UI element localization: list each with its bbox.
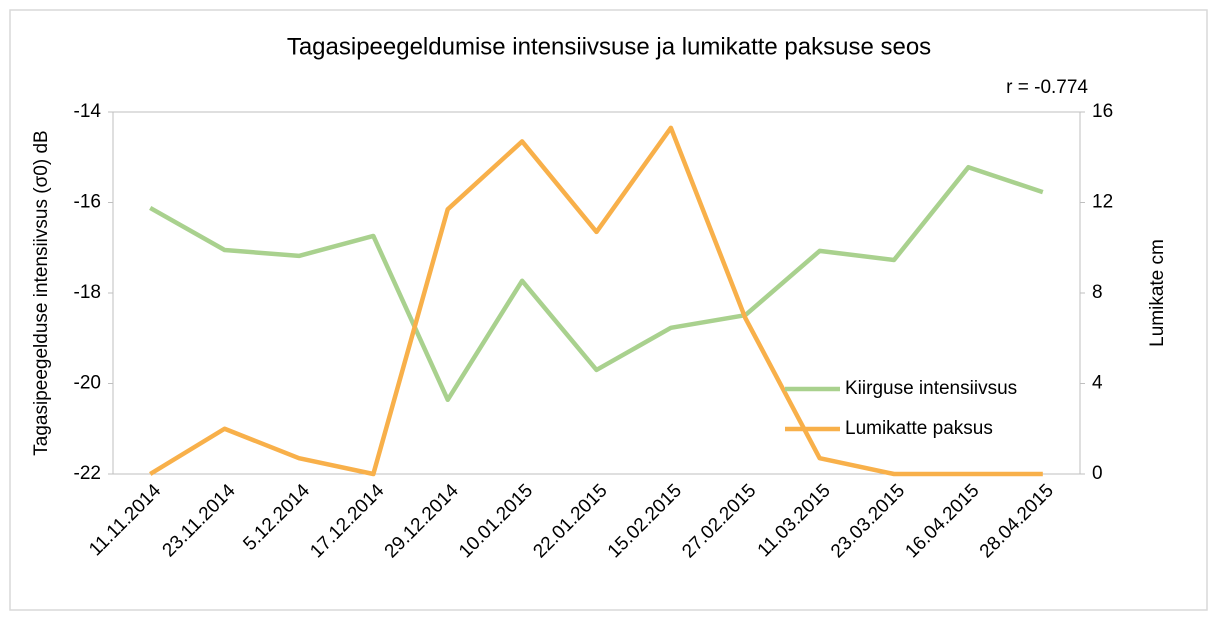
chart-title: Tagasipeegeldumise intensiivsuse ja lumi… [287, 33, 931, 60]
y-tick-label: -14 [74, 101, 102, 122]
y-tick-label: -18 [74, 282, 101, 303]
y2-tick-label: 8 [1092, 282, 1103, 303]
y2-axis-label: Lumikate cm [1147, 239, 1168, 347]
chart-border [9, 9, 1208, 611]
y2-tick-label: 4 [1092, 373, 1103, 394]
y-tick-label: -22 [74, 463, 101, 484]
series-line [149, 125, 1043, 477]
y2-tick-label: 16 [1092, 101, 1113, 122]
y2-tick-label: 12 [1092, 192, 1113, 213]
y2-tick-label: 0 [1092, 463, 1103, 484]
series-line [149, 164, 1044, 403]
y-axis-label: Tagasipeegelduse intensiivsus (σ0) dB [31, 130, 52, 455]
legend-label: Lumikatte paksus [845, 418, 993, 439]
annotation: r = -0.774 [1006, 77, 1088, 98]
y-tick-label: -20 [74, 373, 101, 394]
legend-label: Kiirguse intensiivsus [845, 378, 1017, 399]
y-tick-label: -16 [74, 192, 101, 213]
